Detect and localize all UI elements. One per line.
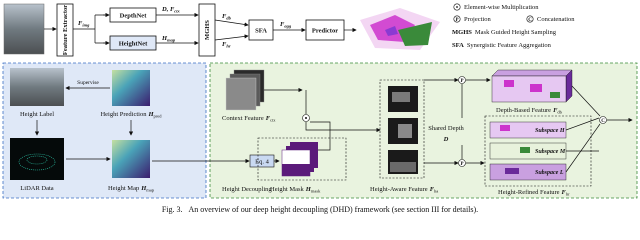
op-symbol: P [460,162,463,167]
subspace-blocks [489,121,567,181]
node-label: MGHS [204,20,211,40]
legend: Element-wise Multiplication P Projection… [452,3,575,49]
label: Eq. 4 [255,159,269,166]
label: Height-Refined Feature Fhr [498,189,570,197]
label: D [443,136,449,143]
node-label: Predictor [312,28,338,35]
node-label: DepthNet [120,13,148,20]
label: Depth-Based Feature Fdb [496,107,563,115]
node-box [198,3,216,57]
edge-label: Fhr [222,41,231,49]
label: Height Decoupling [222,186,272,193]
label: Shared Depth [428,125,464,132]
svg-text:Concatenation: Concatenation [537,16,575,23]
image [10,68,64,106]
svg-text:Projection: Projection [464,16,491,23]
diagram: Feature Extractor Fimg DepthNet HeightNe… [2,3,638,214]
edge-label: Fdb [222,13,232,21]
depth-based-volume [491,69,573,103]
aware-group [379,79,425,179]
svg-text:P: P [455,18,458,23]
label: Height-Aware Feature Fha [370,186,438,194]
node-label: Feature Extractor [62,5,69,55]
output-pointcloud [360,8,440,50]
edge-label: Hmap [161,35,176,43]
right-panel [209,62,638,199]
label: Context Feature Fctx [222,115,276,123]
image [112,70,150,106]
label: Subspace L [535,170,564,176]
op-symbol: C [601,119,605,124]
image [112,140,150,178]
node-label: HeightNet [119,41,148,48]
label: Height Map Hmap [108,185,155,193]
mask-group [257,137,347,181]
label: Height Label [20,111,54,118]
label: Supervise [77,80,99,86]
svg-text:C: C [528,18,532,23]
label: Height Prediction Hpred [100,111,162,119]
label: LiDAR Data [20,185,54,192]
op-symbol: P [460,79,463,84]
edge-label: Fagg [280,21,292,29]
label: Subspace M [535,149,566,155]
edge-label: Fimg [78,20,90,28]
image [10,138,64,180]
aware-images [388,86,418,174]
mask-images [281,142,318,177]
label: Height Mask Hmask [270,186,321,194]
input-image [3,3,45,55]
edge-label: D, Fctx [161,6,181,14]
caption: Fig. 3. An overview of our deep height de… [162,205,478,214]
node-box [56,3,74,57]
context-stack [225,69,265,111]
label: Subspace H [535,128,565,134]
node-label: SFA [255,28,267,35]
svg-text:Element-wise Multiplication: Element-wise Multiplication [464,4,539,11]
